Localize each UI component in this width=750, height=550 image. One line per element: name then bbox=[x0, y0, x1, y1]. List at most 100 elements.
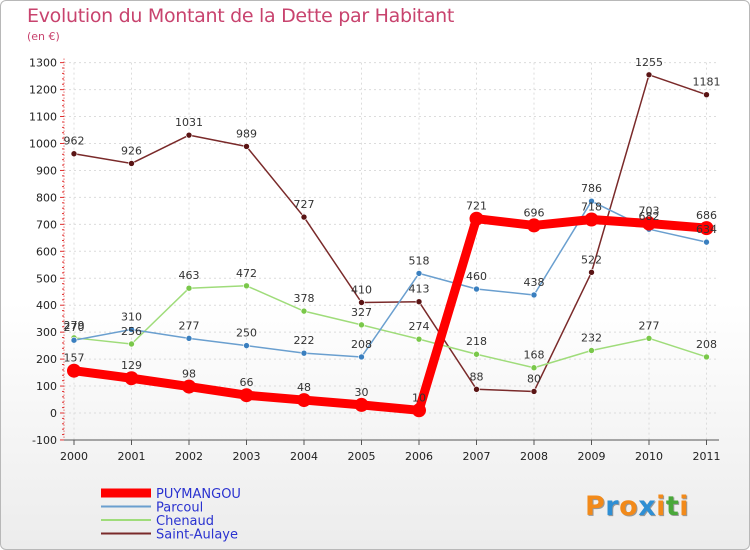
data-label: 926 bbox=[121, 144, 142, 157]
data-label: 718 bbox=[581, 200, 602, 213]
series-line-puymangou bbox=[69, 214, 711, 415]
data-point bbox=[415, 298, 423, 305]
legend-label: Chenaud bbox=[156, 514, 214, 529]
data-label: 786 bbox=[581, 182, 602, 195]
data-label: 279 bbox=[64, 319, 85, 332]
data-label: 463 bbox=[179, 269, 200, 282]
series-layer bbox=[67, 71, 714, 418]
data-label: 222 bbox=[294, 334, 315, 347]
x-tick-label: 2002 bbox=[175, 450, 203, 463]
data-label: 1181 bbox=[693, 76, 721, 89]
data-point bbox=[642, 216, 656, 231]
data-label: 721 bbox=[466, 200, 487, 213]
data-label: 88 bbox=[470, 370, 484, 383]
y-tick-label: 300 bbox=[36, 326, 57, 339]
data-label: 270 bbox=[64, 321, 85, 334]
data-label: 962 bbox=[64, 135, 85, 148]
data-label: 378 bbox=[294, 292, 315, 305]
data-point bbox=[124, 371, 139, 386]
data-point bbox=[358, 321, 365, 329]
data-label: 634 bbox=[696, 223, 717, 236]
y-tick-label: 700 bbox=[36, 218, 57, 231]
data-point bbox=[243, 282, 250, 290]
data-label: 327 bbox=[351, 306, 372, 319]
data-label: 686 bbox=[696, 209, 717, 222]
data-labels: 157 129 98 66 48 30 10 721 696 718 703 686 270 310 277… bbox=[64, 56, 721, 405]
data-point bbox=[300, 307, 308, 315]
data-label: 438 bbox=[524, 276, 545, 289]
data-point bbox=[588, 347, 595, 354]
data-point bbox=[588, 269, 595, 276]
data-point bbox=[128, 340, 135, 348]
data-point bbox=[412, 403, 426, 418]
data-label: 472 bbox=[236, 267, 257, 280]
series-line-chenaud bbox=[73, 285, 708, 369]
data-label: 1031 bbox=[175, 116, 203, 129]
data-point bbox=[300, 213, 308, 221]
data-point bbox=[703, 238, 710, 246]
y-tick-label: 1100 bbox=[29, 111, 57, 124]
x-tick-label: 2008 bbox=[520, 450, 548, 463]
data-point bbox=[469, 211, 484, 226]
data-label: 310 bbox=[121, 310, 142, 323]
data-label: 1255 bbox=[635, 56, 663, 69]
y-tick-label: -100 bbox=[32, 434, 57, 447]
logo-letter: P bbox=[585, 491, 606, 522]
y-tick-label: 100 bbox=[36, 380, 57, 393]
data-point bbox=[358, 299, 365, 306]
legend-label: PUYMANGOU bbox=[156, 487, 241, 502]
data-label: 989 bbox=[236, 127, 257, 140]
logo-letter: r bbox=[605, 491, 620, 522]
data-point bbox=[239, 388, 254, 403]
legend-label: Parcoul bbox=[156, 501, 203, 516]
data-label: 10 bbox=[412, 391, 426, 404]
logo-letter: i bbox=[679, 491, 690, 522]
data-point bbox=[243, 143, 250, 150]
x-tick-label: 2011 bbox=[693, 450, 721, 463]
data-label: 208 bbox=[351, 338, 372, 351]
data-label: 232 bbox=[581, 331, 602, 344]
legend-label: Saint-Aulaye bbox=[156, 528, 238, 543]
logo-letter: o bbox=[619, 491, 639, 522]
data-point bbox=[415, 335, 423, 343]
logo-letter: i bbox=[656, 491, 666, 522]
x-tick-label: 2006 bbox=[405, 450, 433, 463]
x-tick-label: 2003 bbox=[233, 450, 261, 463]
data-point bbox=[699, 221, 714, 236]
y-tick-label: 500 bbox=[36, 272, 57, 285]
data-point bbox=[300, 349, 308, 357]
data-point bbox=[530, 388, 538, 395]
data-label: 30 bbox=[355, 386, 369, 399]
data-point bbox=[128, 326, 135, 333]
data-point bbox=[415, 270, 423, 277]
data-point bbox=[645, 71, 653, 79]
data-label: 518 bbox=[409, 254, 430, 267]
y-tick-label: 400 bbox=[36, 299, 57, 312]
y-tick-label: 600 bbox=[36, 245, 57, 258]
data-point bbox=[584, 212, 599, 227]
data-label: 157 bbox=[64, 352, 85, 365]
data-point bbox=[67, 363, 81, 378]
x-tick-label: 2004 bbox=[290, 450, 318, 463]
data-label: 218 bbox=[466, 335, 487, 348]
x-tick-label: 2001 bbox=[118, 450, 146, 463]
data-point bbox=[703, 353, 710, 361]
data-point bbox=[530, 364, 538, 372]
data-point bbox=[473, 285, 480, 293]
data-label: 522 bbox=[581, 253, 602, 266]
data-label: 460 bbox=[466, 270, 487, 283]
series-line-parcoul bbox=[73, 200, 708, 358]
data-point bbox=[70, 150, 78, 158]
x-tick-label: 2010 bbox=[635, 450, 663, 463]
data-point bbox=[354, 397, 369, 412]
data-point bbox=[185, 284, 193, 292]
data-label: 48 bbox=[297, 381, 311, 394]
data-point bbox=[185, 335, 193, 342]
data-label: 277 bbox=[639, 319, 660, 332]
data-point bbox=[703, 91, 710, 99]
data-point bbox=[588, 197, 595, 205]
data-point bbox=[530, 291, 538, 299]
x-tick-label: 2009 bbox=[578, 450, 606, 463]
